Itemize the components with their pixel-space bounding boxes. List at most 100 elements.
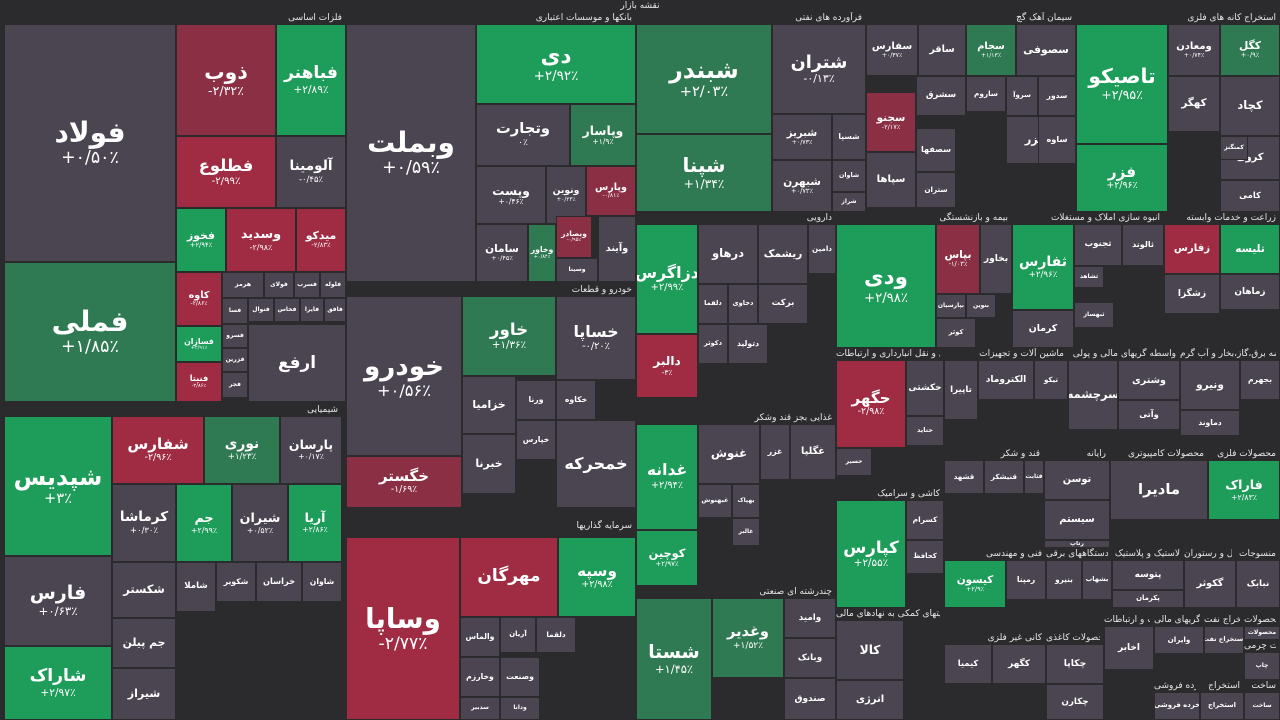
stock-tile[interactable]: تاپیرا xyxy=(944,360,978,420)
stock-tile[interactable]: ریشمک xyxy=(758,224,808,284)
stock-tile[interactable]: کوثر xyxy=(936,318,976,348)
stock-tile[interactable]: فزر +۲/۹۶٪ xyxy=(1076,144,1168,212)
stock-tile[interactable]: سرچشمه xyxy=(1068,360,1118,430)
stock-tile[interactable]: بخاور xyxy=(980,224,1012,294)
stock-tile[interactable]: گکوثر xyxy=(1184,560,1236,608)
stock-tile[interactable]: کوچین +۲/۹۷٪ xyxy=(636,530,698,586)
stock-tile[interactable]: ساقر xyxy=(918,24,966,76)
stock-tile[interactable]: ثشاهد xyxy=(1074,266,1104,288)
stock-tile[interactable]: انرژی xyxy=(836,680,904,720)
stock-tile[interactable]: حگهر -۲/۹۸٪ xyxy=(836,360,906,448)
stock-tile[interactable]: ارفع xyxy=(248,324,346,402)
stock-tile[interactable]: خکاوه xyxy=(556,380,596,420)
stock-tile[interactable]: سدبیر xyxy=(460,697,500,720)
stock-tile[interactable]: ودی +۲/۹۸٪ xyxy=(836,224,936,348)
stock-tile[interactable]: وآیند xyxy=(598,216,636,282)
stock-tile[interactable]: وسینا xyxy=(556,258,598,282)
stock-tile[interactable]: زشگزا xyxy=(1164,274,1220,314)
stock-tile[interactable]: شبهرن +۰/۷۳٪ xyxy=(772,160,832,212)
stock-tile[interactable]: وبصادر -۰/۹۵٪ xyxy=(556,216,592,258)
stock-tile[interactable]: غزر xyxy=(760,424,790,480)
stock-tile[interactable]: کیسون +۲/۹٪ xyxy=(944,560,1006,608)
stock-tile[interactable]: هرمز xyxy=(222,272,264,298)
stock-tile[interactable]: فسرو xyxy=(222,324,248,348)
stock-tile[interactable]: سصفها xyxy=(916,128,956,172)
stock-tile[interactable]: کگهر xyxy=(992,644,1046,684)
stock-tile[interactable]: زماهان xyxy=(1220,274,1280,310)
stock-tile[interactable]: دی +۲/۹۲٪ xyxy=(476,24,636,104)
stock-tile[interactable]: تاصیکو +۲/۹۵٪ xyxy=(1076,24,1168,144)
stock-tile[interactable]: پارسان +۰/۱۷٪ xyxy=(280,416,342,484)
stock-tile[interactable]: کاوه -۲/۸۶٪ xyxy=(176,272,222,326)
stock-tile[interactable]: کگل +۰/۹٪ xyxy=(1220,24,1280,76)
stock-tile[interactable]: کپارس +۲/۵۵٪ xyxy=(836,500,906,608)
stock-tile[interactable]: شاراک +۲/۹۷٪ xyxy=(4,646,112,720)
stock-tile[interactable]: کچاد xyxy=(1220,76,1280,136)
stock-tile[interactable]: خاور +۱/۳۶٪ xyxy=(462,296,556,376)
stock-tile[interactable]: دماوند xyxy=(1180,410,1240,436)
stock-tile[interactable]: حتاید xyxy=(906,416,944,446)
stock-tile[interactable]: کرمان xyxy=(1012,310,1074,348)
stock-tile[interactable]: جم پیلن xyxy=(112,618,176,668)
stock-tile[interactable]: مادیرا xyxy=(1110,460,1208,520)
stock-tile[interactable]: خراسان xyxy=(256,562,302,602)
stock-tile[interactable]: وبملت +۰/۵۹٪ xyxy=(346,24,476,282)
stock-tile[interactable]: غگلپا xyxy=(790,424,836,480)
stock-tile[interactable]: وآتی xyxy=(1118,400,1180,430)
stock-tile[interactable]: قشهد xyxy=(944,460,984,494)
stock-tile[interactable]: خپارس xyxy=(516,420,556,460)
stock-tile[interactable]: نبابک xyxy=(1236,560,1280,608)
stock-tile[interactable]: وپاسار +۱/۹٪ xyxy=(570,104,636,166)
stock-tile[interactable]: ثفارس +۲/۹۶٪ xyxy=(1012,224,1074,310)
stock-tile[interactable]: جم +۲/۹۹٪ xyxy=(176,484,232,562)
stock-tile[interactable]: فخوز +۲/۹۴٪ xyxy=(176,208,226,272)
stock-tile[interactable]: فاراک +۲/۸۳٪ xyxy=(1208,460,1280,520)
stock-tile[interactable]: پتوسه xyxy=(1112,560,1184,590)
stock-tile[interactable]: بنوین xyxy=(966,294,996,318)
stock-tile[interactable]: آلومینا -۰/۴۵٪ xyxy=(276,136,346,208)
stock-tile[interactable]: اخابر xyxy=(1104,626,1154,670)
stock-tile[interactable]: وتجارت ۰٪ xyxy=(476,104,570,166)
stock-tile[interactable]: شاوان xyxy=(832,160,866,192)
stock-tile[interactable]: وایران xyxy=(1154,626,1204,654)
stock-tile[interactable]: فولاد +۰/۵۰٪ xyxy=(4,24,176,262)
stock-tile[interactable]: دلقما xyxy=(698,284,728,324)
stock-tile[interactable]: خگستر -۱/۶۹٪ xyxy=(346,456,462,508)
stock-tile[interactable]: دتولید xyxy=(728,324,768,364)
stock-tile[interactable]: وبانک xyxy=(784,638,836,678)
stock-tile[interactable]: ومعادن +۰/۷۴٪ xyxy=(1168,24,1220,76)
stock-tile[interactable]: فلوله xyxy=(320,272,346,298)
stock-tile[interactable]: کرماشا +۰/۳۰٪ xyxy=(112,484,176,562)
stock-tile[interactable]: سصوفی xyxy=(1016,24,1076,76)
stock-tile[interactable]: ودانا xyxy=(500,697,540,720)
stock-tile[interactable]: ستران xyxy=(916,172,956,208)
stock-tile[interactable]: شکویر xyxy=(216,562,256,602)
stock-tile[interactable]: بجهرم xyxy=(1240,360,1280,400)
stock-tile[interactable]: ثجنوب xyxy=(1074,224,1122,266)
stock-tile[interactable]: ذوب -۲/۳۲٪ xyxy=(176,24,276,136)
stock-tile[interactable]: بهپاک xyxy=(732,484,760,518)
stock-tile[interactable]: الکتروماد xyxy=(978,360,1034,400)
stock-tile[interactable]: پکرمان xyxy=(1112,590,1184,608)
stock-tile[interactable]: فسازان +۲/۹۱٪ xyxy=(176,326,222,362)
stock-tile[interactable]: دکوثر xyxy=(698,324,728,364)
stock-tile[interactable]: وغدیر +۱/۵۲٪ xyxy=(712,598,784,678)
stock-tile[interactable]: قنیشکر xyxy=(984,460,1024,494)
stock-tile[interactable]: ساخت xyxy=(1244,692,1280,720)
stock-tile[interactable]: رتاپ xyxy=(1044,540,1110,548)
stock-tile[interactable]: وشتری xyxy=(1118,360,1180,400)
stock-tile[interactable]: نوری +۱/۲۳٪ xyxy=(204,416,280,484)
stock-tile[interactable]: صندوق xyxy=(784,678,836,720)
stock-tile[interactable]: مهرگان xyxy=(460,537,558,617)
stock-tile[interactable]: درهاو xyxy=(698,224,758,284)
stock-tile[interactable]: برکت xyxy=(758,284,808,324)
stock-tile[interactable]: فارس +۰/۶۳٪ xyxy=(4,556,112,646)
stock-tile[interactable]: بنیرو xyxy=(1046,560,1082,600)
stock-tile[interactable]: بپارسیان xyxy=(936,294,966,318)
stock-tile[interactable]: کسرام xyxy=(906,500,944,540)
stock-tile[interactable]: کمنگنز xyxy=(1220,136,1248,160)
stock-tile[interactable]: استخراج نفت xyxy=(1204,626,1244,654)
stock-tile[interactable]: سجنو -۲/۱۷٪ xyxy=(866,92,916,152)
stock-tile[interactable]: فملی +۱/۸۵٪ xyxy=(4,262,176,402)
stock-tile[interactable]: کحافظ xyxy=(906,540,944,574)
